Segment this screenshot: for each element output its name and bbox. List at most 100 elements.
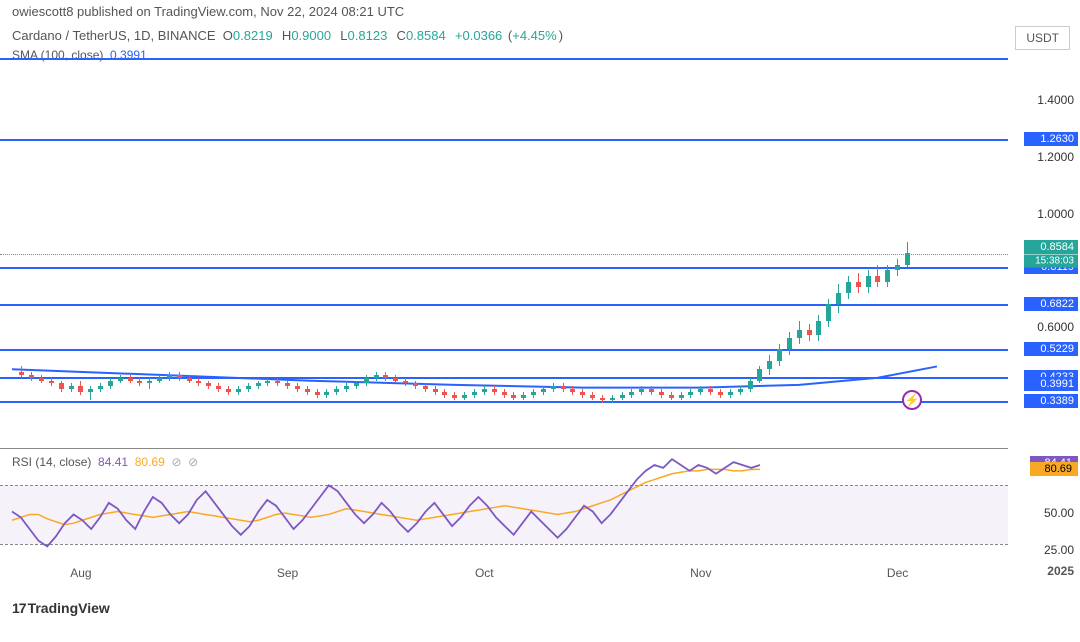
candle[interactable] [88, 386, 93, 400]
time-axis-end: 2025 [1047, 564, 1074, 578]
candle[interactable] [816, 315, 821, 340]
candle[interactable] [403, 378, 408, 386]
candle[interactable] [590, 392, 595, 400]
candle[interactable] [866, 270, 871, 293]
time-axis: AugSepOctNovDec [0, 564, 1008, 586]
candle[interactable] [98, 383, 103, 391]
candle[interactable] [265, 378, 270, 386]
candle[interactable] [157, 375, 162, 383]
candle[interactable] [629, 389, 634, 397]
candle[interactable] [482, 386, 487, 394]
candle[interactable] [59, 381, 64, 392]
current-price-label: 0.8584 [1024, 240, 1078, 254]
candle[interactable] [452, 392, 457, 400]
candle[interactable] [196, 378, 201, 386]
candle[interactable] [177, 372, 182, 380]
candle[interactable] [423, 383, 428, 391]
main-chart[interactable]: ⚡ [0, 58, 1008, 440]
candle[interactable] [393, 375, 398, 383]
candle[interactable] [216, 383, 221, 391]
candle[interactable] [669, 392, 674, 400]
candle[interactable] [256, 381, 261, 389]
candle[interactable] [826, 299, 831, 327]
candle[interactable] [147, 378, 152, 389]
candle[interactable] [718, 389, 723, 397]
candle[interactable] [137, 378, 142, 386]
rsi-panel[interactable]: RSI (14, close) 84.41 80.69 ⊘ ⊘ [0, 448, 1008, 560]
candle[interactable] [777, 344, 782, 367]
candle[interactable] [807, 324, 812, 341]
candle[interactable] [885, 265, 890, 288]
candle[interactable] [561, 383, 566, 391]
candle[interactable] [531, 389, 536, 397]
candle[interactable] [78, 381, 83, 395]
candle[interactable] [246, 383, 251, 391]
candle[interactable] [905, 242, 910, 267]
candle[interactable] [698, 386, 703, 394]
candle[interactable] [374, 372, 379, 380]
candle[interactable] [315, 389, 320, 397]
candle[interactable] [610, 395, 615, 403]
candle[interactable] [492, 386, 497, 394]
candle[interactable] [620, 392, 625, 400]
candle[interactable] [433, 386, 438, 394]
candle[interactable] [748, 378, 753, 392]
candle[interactable] [275, 378, 280, 386]
candle[interactable] [324, 389, 329, 397]
candle[interactable] [708, 386, 713, 394]
candle[interactable] [649, 386, 654, 394]
candle[interactable] [334, 386, 339, 394]
sma-price-label: 0.3991 [1024, 377, 1078, 391]
candle[interactable] [364, 375, 369, 386]
candle[interactable] [502, 389, 507, 397]
candle[interactable] [344, 383, 349, 391]
candle[interactable] [600, 395, 605, 403]
candle[interactable] [128, 375, 133, 383]
candle[interactable] [187, 375, 192, 383]
candle[interactable] [570, 386, 575, 394]
candle[interactable] [39, 375, 44, 383]
candle[interactable] [118, 375, 123, 383]
candle[interactable] [167, 372, 172, 380]
candle[interactable] [226, 386, 231, 394]
candle[interactable] [29, 372, 34, 380]
candle[interactable] [462, 392, 467, 400]
time-tick: Dec [887, 566, 908, 580]
candle[interactable] [895, 259, 900, 276]
candle[interactable] [49, 378, 54, 386]
candle[interactable] [846, 276, 851, 299]
candle[interactable] [472, 389, 477, 397]
candle[interactable] [797, 321, 802, 344]
candle[interactable] [757, 366, 762, 383]
candle[interactable] [787, 332, 792, 355]
candle[interactable] [108, 378, 113, 389]
candle[interactable] [383, 372, 388, 380]
candle[interactable] [69, 383, 74, 391]
candle[interactable] [354, 381, 359, 389]
candle[interactable] [305, 386, 310, 394]
candle[interactable] [285, 381, 290, 389]
candle[interactable] [442, 389, 447, 397]
candle[interactable] [679, 392, 684, 400]
candle[interactable] [856, 273, 861, 293]
candle[interactable] [659, 389, 664, 397]
candle[interactable] [236, 386, 241, 394]
candle[interactable] [511, 392, 516, 400]
candle[interactable] [295, 383, 300, 391]
candle[interactable] [738, 386, 743, 394]
candle[interactable] [639, 386, 644, 394]
candle[interactable] [206, 381, 211, 389]
candle[interactable] [875, 265, 880, 288]
candle[interactable] [728, 389, 733, 397]
candle[interactable] [19, 366, 24, 377]
candle[interactable] [580, 389, 585, 397]
candle[interactable] [688, 389, 693, 397]
tradingview-logo: 17TradingView [12, 600, 110, 616]
candle[interactable] [521, 392, 526, 400]
currency-badge: USDT [1015, 26, 1070, 50]
candle[interactable] [836, 284, 841, 312]
candle[interactable] [541, 386, 546, 394]
candle[interactable] [551, 383, 556, 391]
candle[interactable] [413, 381, 418, 389]
candle[interactable] [767, 355, 772, 375]
